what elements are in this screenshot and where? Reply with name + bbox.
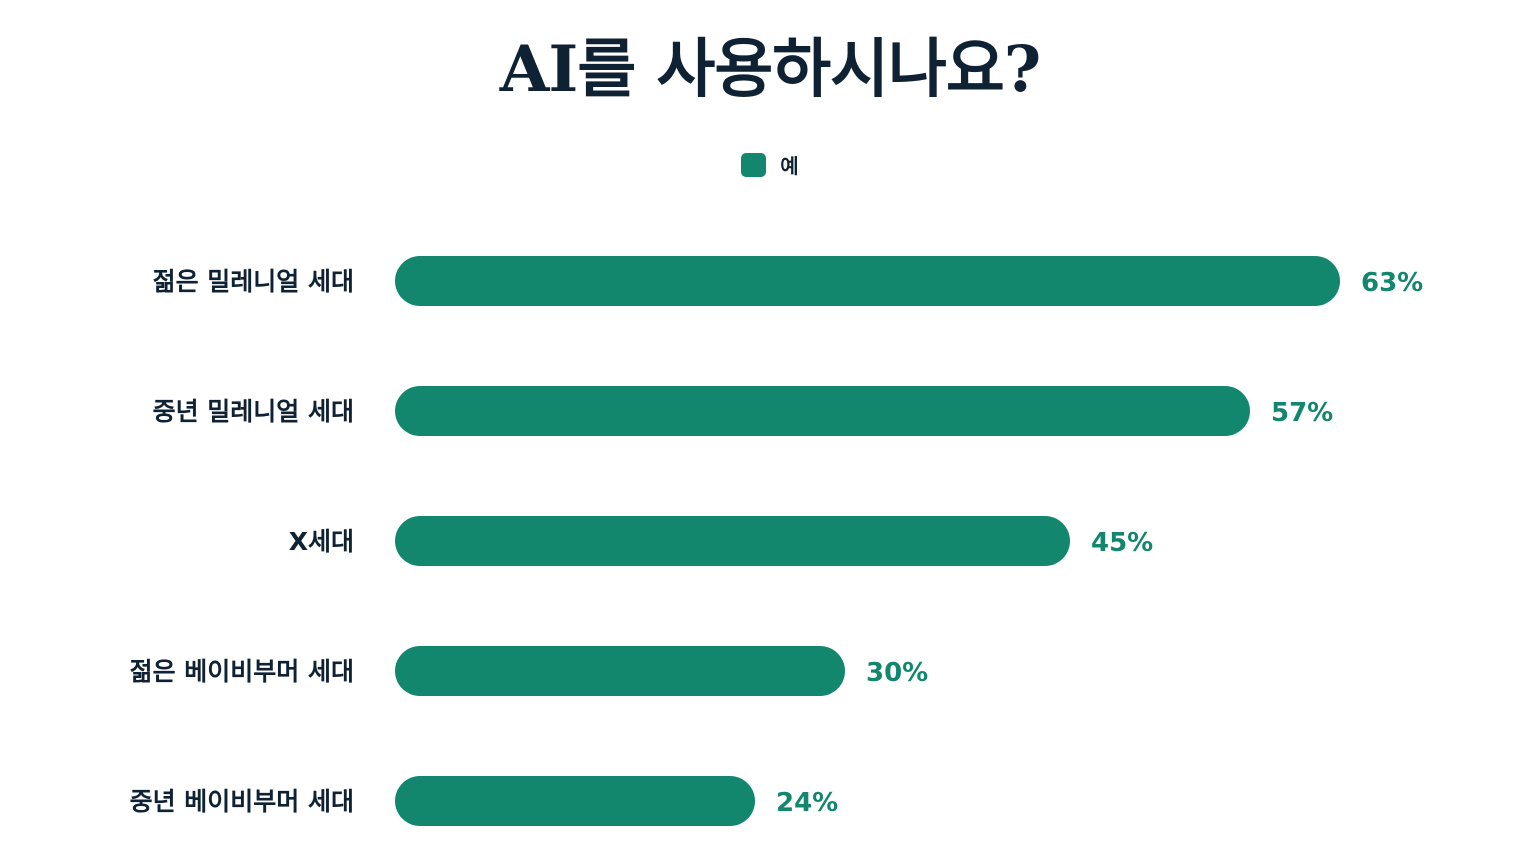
legend: 예 [0, 150, 1540, 179]
category-label: 중년 밀레니얼 세대 [153, 397, 354, 426]
legend-label: 예 [780, 154, 799, 178]
bar [395, 646, 845, 696]
legend-swatch [741, 152, 767, 177]
value-label: 24% [776, 788, 838, 818]
bar [395, 386, 1250, 436]
value-label: 45% [1091, 528, 1153, 558]
category-label: 젊은 밀레니얼 세대 [153, 267, 354, 296]
bar [395, 516, 1070, 566]
bar [395, 256, 1340, 306]
bar [395, 776, 755, 826]
category-label: 중년 베이비부머 세대 [130, 787, 354, 816]
value-label: 63% [1361, 268, 1423, 298]
value-label: 57% [1271, 398, 1333, 428]
value-label: 30% [866, 658, 928, 688]
category-label: X세대 [289, 527, 354, 556]
category-label: 젊은 베이비부머 세대 [130, 657, 354, 686]
chart-title: AI를 사용하시나요? [499, 32, 1042, 107]
